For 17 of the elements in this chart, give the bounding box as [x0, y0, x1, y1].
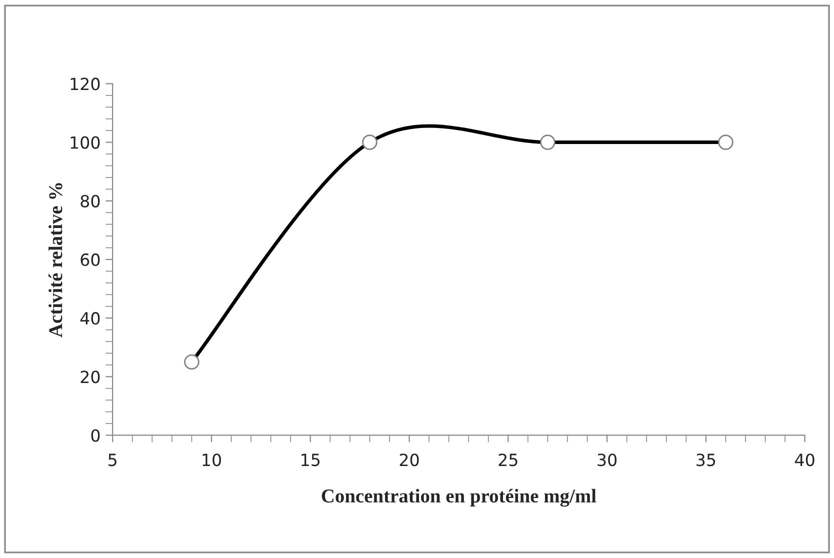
- y-tick-label: 60: [80, 253, 100, 266]
- y-axis-title: Activité relative %: [48, 183, 62, 338]
- x-tick-label: 25: [498, 454, 518, 466]
- y-tick-label: 20: [80, 370, 100, 384]
- y-tick-label: 100: [70, 136, 100, 149]
- x-tick-label: 5: [108, 454, 116, 466]
- x-tick-label: 40: [795, 454, 814, 466]
- x-tick-label: 20: [400, 454, 419, 466]
- y-tick-label: 0: [91, 429, 100, 442]
- y-tick-label: 40: [80, 312, 100, 325]
- x-tick-label: 10: [202, 454, 221, 466]
- x-axis-title: Concentration en protéine mg/ml: [322, 488, 596, 507]
- y-tick-label: 80: [80, 194, 100, 208]
- x-tick-label: 35: [696, 454, 716, 466]
- y-tick-label: 120: [70, 78, 100, 90]
- x-tick-label: 15: [302, 454, 320, 466]
- x-tick-label: 30: [598, 454, 617, 466]
